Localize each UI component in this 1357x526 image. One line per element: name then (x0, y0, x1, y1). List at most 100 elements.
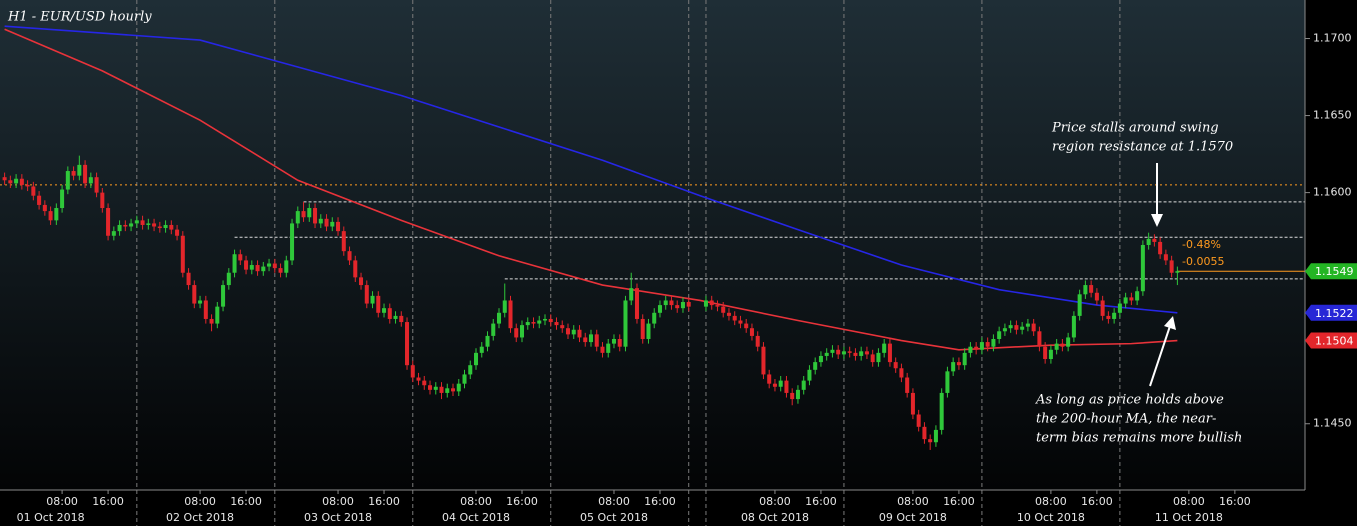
x-tick-label: 08:00 (1173, 495, 1205, 508)
candle-body (882, 343, 887, 353)
date-label: 11 Oct 2018 (1155, 511, 1223, 524)
candle-body (675, 305, 680, 309)
x-tick-label: 08:00 (46, 495, 78, 508)
candle-body (439, 386, 444, 393)
candle-body (14, 178, 19, 184)
candle-body (997, 331, 1002, 339)
candle-body (1163, 254, 1168, 261)
candle-body (1071, 315, 1076, 338)
candle-body (226, 272, 231, 286)
candle-body (784, 380, 789, 393)
candle-body (405, 322, 410, 366)
date-label: 02 Oct 2018 (166, 511, 234, 524)
candle-body (790, 392, 795, 400)
x-tick-label: 16:00 (644, 495, 676, 508)
x-tick-label: 08:00 (897, 495, 929, 508)
candle-body (726, 312, 731, 316)
candle-body (8, 180, 13, 184)
candle-body (100, 192, 105, 209)
candle-body (272, 263, 277, 269)
x-tick-label: 16:00 (1219, 495, 1251, 508)
candle-body (60, 189, 65, 209)
candle-body (542, 318, 548, 321)
candle-body (554, 322, 559, 326)
candle-body (606, 343, 611, 353)
candle-body (525, 322, 530, 326)
candle-body (1146, 238, 1151, 245)
candle-body (1054, 343, 1059, 350)
candle-body (301, 211, 306, 218)
candle-body (1002, 328, 1007, 332)
price-tag (1305, 332, 1357, 349)
candle-body (341, 231, 346, 252)
candle-body (778, 380, 783, 387)
candle-body (336, 221, 341, 232)
candle-body (910, 392, 915, 415)
candle-body (565, 328, 571, 335)
candle-body (249, 265, 254, 270)
candle-body (634, 288, 639, 319)
candle-body (686, 302, 691, 307)
candle-body (307, 208, 312, 218)
x-tick-label: 08:00 (322, 495, 354, 508)
candle-body (755, 335, 760, 347)
candle-body (175, 229, 180, 236)
candle-body (485, 335, 490, 347)
x-tick-label: 08:00 (460, 495, 492, 508)
price-tag-label: 1.1504 (1315, 335, 1354, 348)
candle-body (956, 362, 961, 366)
candle-body (1123, 297, 1128, 304)
price-tag (1305, 304, 1357, 321)
candle-body (600, 346, 605, 353)
candle-body (611, 338, 616, 344)
candle-body (1048, 349, 1053, 360)
candle-body (933, 429, 938, 443)
candle-body (1025, 323, 1030, 327)
candle-body (71, 171, 76, 176)
candle-body (1129, 297, 1134, 301)
candle-body (382, 308, 387, 313)
x-tick-label: 16:00 (92, 495, 124, 508)
candle-body (646, 323, 651, 339)
y-tick-label: 1.1650 (1313, 109, 1352, 122)
candle-body (1140, 245, 1145, 292)
candle-body (491, 323, 496, 336)
candle-body (54, 208, 59, 221)
date-label: 04 Oct 2018 (442, 511, 510, 524)
candle-body (1112, 312, 1117, 319)
change-label: -0.48% (1182, 238, 1221, 251)
x-tick-label: 08:00 (184, 495, 216, 508)
y-tick-label: 1.1450 (1313, 417, 1352, 430)
candle-body (669, 300, 674, 306)
annotation: term bias remains more bullish (1036, 431, 1242, 446)
candle-body (899, 368, 904, 378)
candle-body (353, 260, 358, 278)
candle-body (531, 322, 536, 324)
candle-body (48, 211, 53, 221)
candle-body (795, 389, 800, 400)
candle-body (169, 224, 174, 230)
arrow (1151, 163, 1163, 227)
candle-body (2, 177, 7, 181)
candle-body (864, 351, 869, 355)
candle-body (853, 352, 858, 356)
candle-body (37, 195, 42, 205)
candle-body (945, 371, 950, 393)
candle-body (428, 385, 433, 390)
candle-body (922, 426, 927, 440)
candle-body (376, 295, 381, 313)
candle-body (129, 223, 134, 227)
candle-body (209, 318, 214, 324)
y-tick-label: 1.1600 (1313, 186, 1352, 199)
date-label: 01 Oct 2018 (17, 511, 85, 524)
candle-body (290, 223, 295, 261)
candle-body (433, 386, 438, 390)
candle-body (744, 323, 749, 329)
candle-body (703, 300, 708, 307)
price-tag-label: 1.1549 (1315, 265, 1354, 278)
candle-body (508, 300, 513, 329)
x-tick-label: 16:00 (506, 495, 538, 508)
candle-body (330, 221, 335, 227)
y-tick-label: 1.1700 (1313, 32, 1352, 45)
